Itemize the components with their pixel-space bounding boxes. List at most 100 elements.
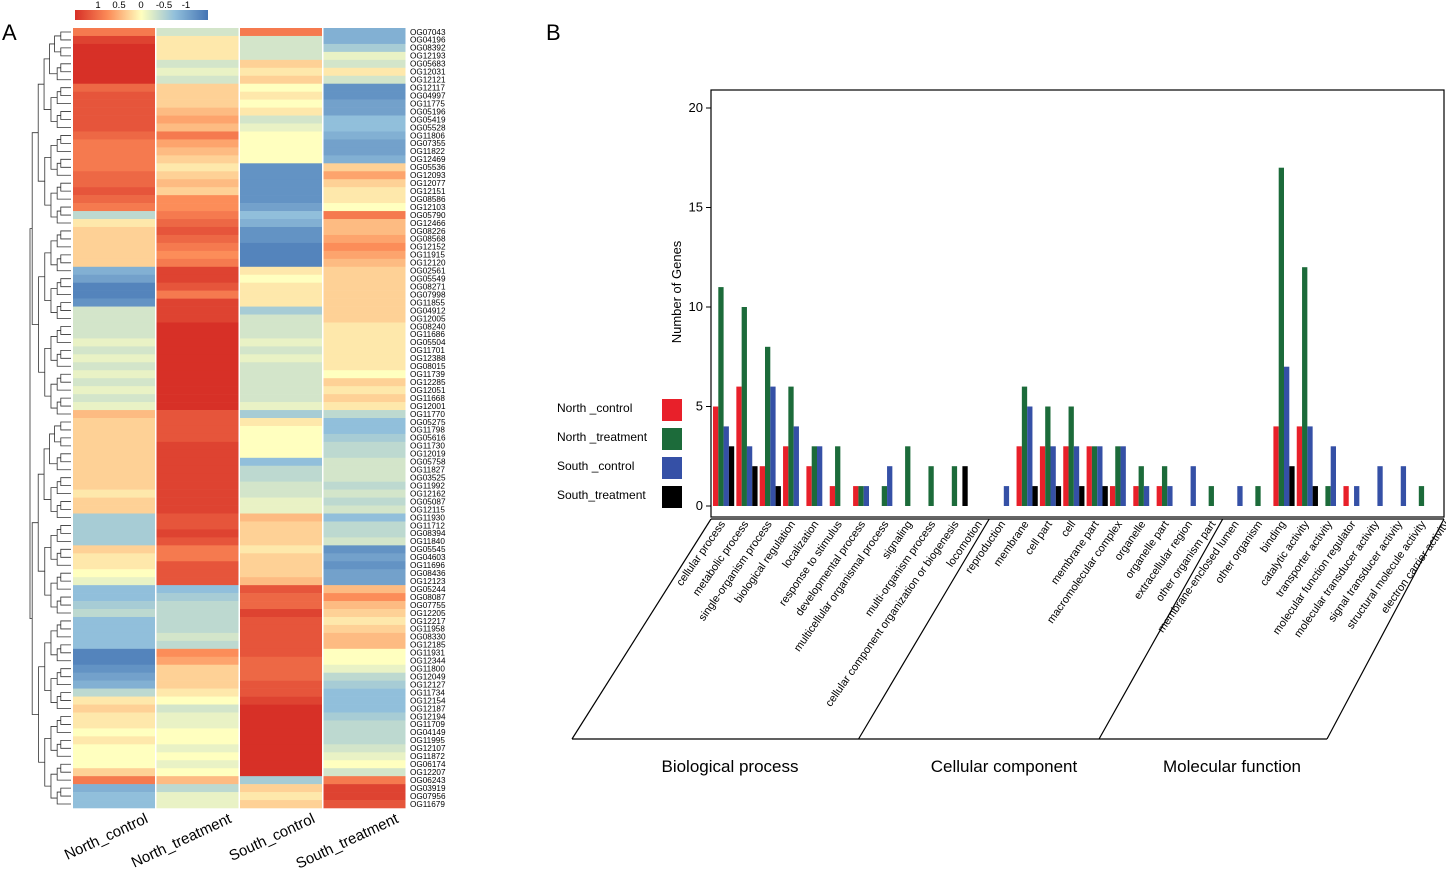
dendrogram-branch [60,397,71,407]
heatmap-cell [156,83,239,92]
heatmap-row-label: OG12093 [410,171,446,180]
dendrogram-branch [50,582,58,608]
bar [1063,446,1069,506]
bar [1050,446,1056,506]
heatmap-cell [73,752,155,761]
heatmap-row-label: OG02561 [410,267,446,276]
heatmap-row-label: OG12469 [410,155,446,164]
heatmap-row-label: OG11840 [410,537,445,546]
dendrogram-branch [56,67,71,81]
heatmap-cell [156,449,239,459]
heatmap-row-label: OG12117 [410,83,445,92]
heatmap-cell [240,258,322,268]
heatmap-row-label: OG04997 [410,91,446,100]
dendrogram-branch [56,186,71,200]
heatmap-row-label: OG12344 [410,657,446,666]
heatmap-cell [73,537,155,546]
bar [1068,406,1074,506]
heatmap-cell [156,457,239,467]
heatmap-cell [240,234,322,244]
bar [1055,486,1062,506]
heatmap-cell [240,656,322,666]
heatmap-cell [323,67,406,77]
heatmap-cell [323,386,406,395]
bar [1190,466,1196,506]
heatmap-cell [156,760,239,769]
heatmap-cell [156,59,239,69]
heatmap-row-label: OG11739 [410,370,445,379]
heatmap-cell [73,760,155,769]
heatmap-row-label: OG08568 [410,235,446,244]
heatmap-cell [323,473,406,482]
heatmap-row-label: OG11827 [410,466,445,475]
panel-b-label: B [546,20,561,45]
heatmap-cell [156,545,239,554]
heatmap-cell [240,696,322,705]
heatmap-cell [323,354,406,363]
heatmap-row-label: OG12193 [410,52,446,61]
heatmap-row-label: OG12031 [410,68,446,77]
heatmap-cell [323,513,406,522]
heatmap-cell [240,378,322,387]
dendrogram-branch [54,35,61,53]
heatmap-cell [240,107,322,116]
bar [1133,486,1139,506]
heatmap-cell [156,489,239,498]
heatmap-cell [73,768,155,777]
heatmap-cell [240,274,322,283]
heatmap-row-label: OG05504 [410,338,446,347]
dendrogram-branch [56,767,71,781]
heatmap-cell [323,43,406,53]
heatmap-cell [73,298,155,307]
dendrogram-branch [60,111,71,120]
heatmap-cell [323,378,406,387]
dendrogram-branch [60,206,71,216]
heatmap-cell [156,720,239,729]
heatmap-cell [240,147,322,156]
heatmap-cell [156,505,239,514]
heatmap-cell [73,362,155,371]
heatmap-cell [240,441,322,451]
heatmap-cell [240,139,322,148]
heatmap-cell [156,593,239,602]
dendrogram-branch [50,630,58,656]
colorbar-tick: 0.5 [112,0,125,11]
heatmap-cell [240,67,322,77]
bar [928,466,934,506]
heatmap-cell [156,800,239,809]
dendrogram-branch [56,529,71,542]
bar [741,307,747,506]
dendrogram-branch [50,487,58,512]
heatmap-cell [323,656,406,666]
bar [1102,486,1108,506]
heatmap-cell [73,545,155,554]
heatmap-cell [240,529,322,538]
heatmap-cell [156,131,239,140]
dendrogram-branch [60,230,71,240]
bar [853,486,859,506]
heatmap-cell [73,338,155,347]
bar [1016,446,1022,506]
heatmap-cell [240,800,322,809]
heatmap-row-label: OG04196 [410,36,446,45]
heatmap-cell [323,553,406,562]
heatmap-cell [240,704,322,713]
heatmap-cell [240,768,322,777]
heatmap-cell [240,298,322,307]
dendrogram-branch [44,156,51,206]
dendrogram-branch [50,240,58,266]
group-divider [571,518,712,740]
heatmap-cell [240,28,322,37]
heatmap-cell [156,561,239,570]
heatmap-row-label: OG04912 [410,306,446,315]
heatmap-cell [156,632,239,642]
heatmap-cell [323,489,406,498]
dendrogram-branch [60,716,71,725]
bar [1302,267,1308,506]
heatmap-cell [156,290,239,299]
dendrogram-branch [49,43,58,75]
dendrogram-branch [56,696,71,709]
colorbar-tick: -0.5 [156,0,172,11]
heatmap-cell [73,330,155,339]
